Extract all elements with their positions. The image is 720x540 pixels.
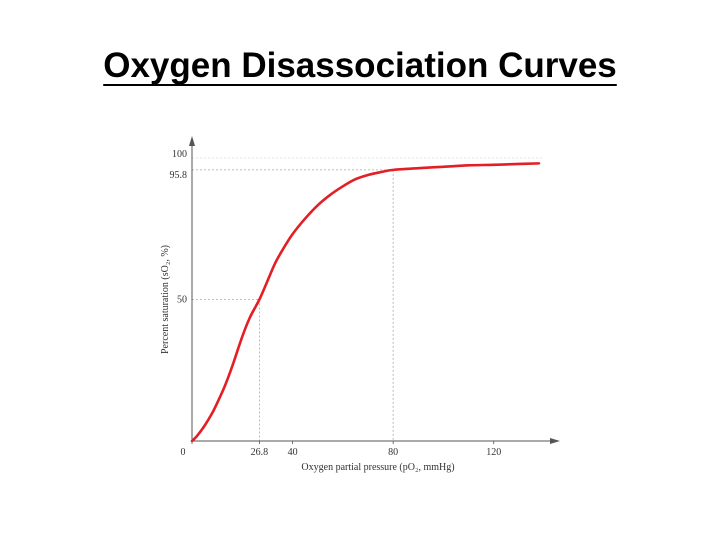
reference-guides [192, 157, 544, 441]
y-tick-label: 100 [172, 149, 187, 160]
x-tick-label: 80 [388, 447, 398, 458]
y-axis-label: Percent saturation (sO₂, %) [160, 245, 171, 354]
x-axis-label: Oxygen partial pressure (pO₂, mmHg) [301, 462, 454, 473]
x-tick-label: 120 [486, 447, 501, 458]
y-axis-arrow [189, 136, 195, 146]
axes [189, 136, 560, 444]
y-tick-label: 50 [177, 295, 187, 306]
y-tick-label: 95.8 [170, 170, 188, 181]
slide-title: Oxygen Disassociation Curves [0, 46, 720, 86]
x-axis-arrow [550, 438, 560, 444]
x-tick-label: 40 [288, 447, 298, 458]
tick-labels: 0 26.8 40 80 120 50 95.8 100 [170, 149, 502, 458]
x-tick-label: 26.8 [251, 447, 269, 458]
slide-title-text: Oxygen Disassociation Curves [103, 46, 617, 85]
x-tick-label: 0 [181, 447, 186, 458]
saturation-curve [190, 162, 541, 443]
